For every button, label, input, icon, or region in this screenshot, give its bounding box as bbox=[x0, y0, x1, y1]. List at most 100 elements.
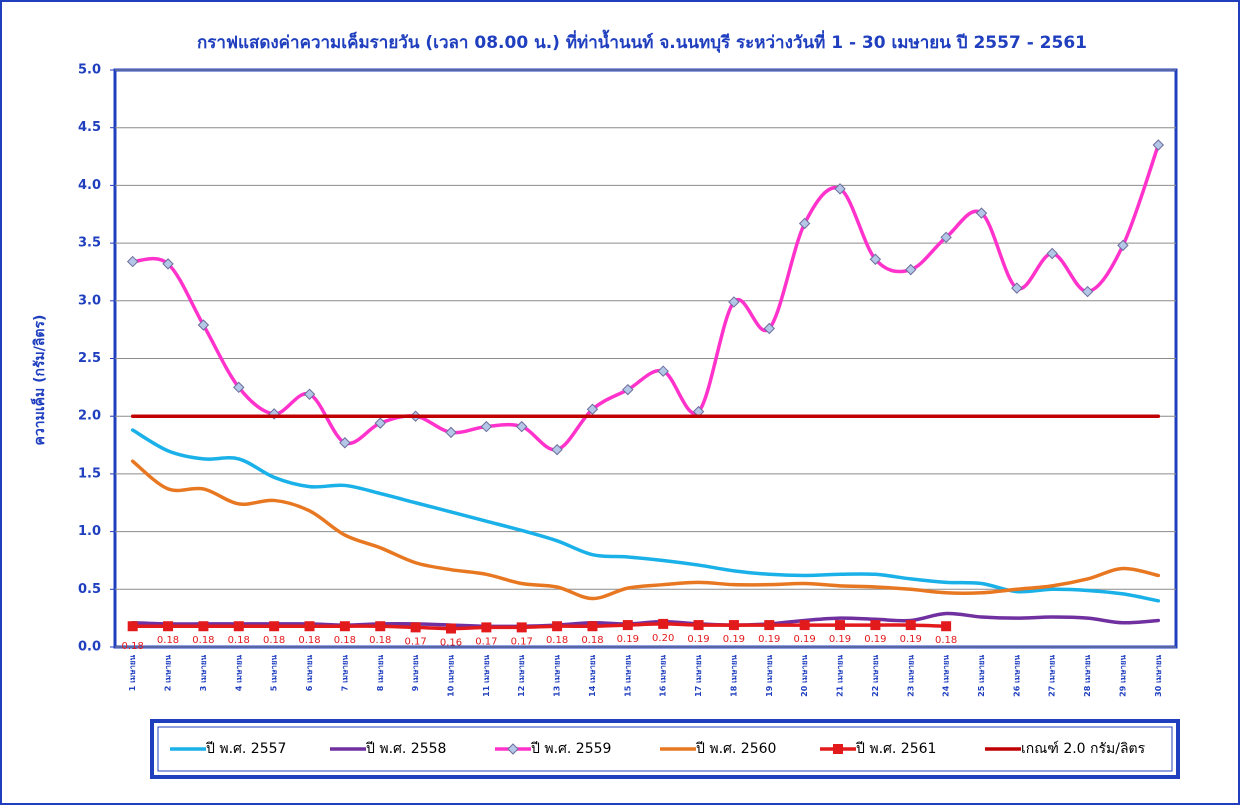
point-marker bbox=[622, 383, 634, 396]
series-line bbox=[130, 428, 1161, 603]
point-marker bbox=[622, 620, 633, 631]
data-label: 0.18 bbox=[263, 635, 285, 646]
data-label: 0.17 bbox=[475, 636, 497, 647]
point-marker bbox=[375, 621, 386, 632]
data-label: 0.20 bbox=[652, 633, 674, 644]
point-marker bbox=[339, 437, 351, 449]
point-marker bbox=[658, 618, 669, 629]
point-marker bbox=[586, 403, 599, 415]
x-tick-label: 8 เมษายน bbox=[376, 654, 385, 691]
data-label: 0.18 bbox=[369, 635, 391, 646]
data-label: 0.17 bbox=[511, 636, 533, 647]
point-marker bbox=[728, 296, 740, 308]
x-tick-label: 3 เมษายน bbox=[199, 654, 208, 691]
point-marker bbox=[162, 258, 174, 270]
legend-label: ปี พ.ศ. 2561 bbox=[856, 741, 937, 757]
data-label: 0.18 bbox=[334, 635, 356, 646]
point-marker bbox=[657, 365, 669, 377]
x-tick-label: 11 เมษายน bbox=[482, 654, 491, 696]
x-tick-label: 28 เมษายน bbox=[1083, 654, 1092, 696]
x-tick-label: 4 เมษายน bbox=[234, 654, 243, 691]
x-tick-label: 27 เมษายน bbox=[1048, 654, 1057, 696]
point-marker bbox=[126, 255, 139, 268]
y-tick-label: 0.5 bbox=[78, 582, 101, 597]
data-label: 0.19 bbox=[829, 634, 851, 645]
point-marker bbox=[941, 621, 952, 632]
x-tick-label: 14 เมษายน bbox=[588, 654, 597, 696]
x-tick-label: 20 เมษายน bbox=[800, 654, 809, 696]
y-tick-label: 1.0 bbox=[78, 524, 101, 539]
y-tick-label: 3.5 bbox=[78, 236, 101, 251]
data-label: 0.18 bbox=[122, 641, 144, 652]
point-marker bbox=[763, 322, 775, 335]
y-tick-label: 1.5 bbox=[78, 466, 101, 481]
point-marker bbox=[940, 231, 952, 244]
x-tick-label: 22 เมษายน bbox=[871, 654, 880, 696]
point-marker bbox=[870, 620, 881, 631]
x-tick-label: 2 เมษายน bbox=[164, 654, 173, 691]
point-marker bbox=[869, 253, 882, 265]
point-marker bbox=[304, 621, 315, 632]
point-marker bbox=[303, 388, 316, 400]
x-tick-label: 13 เมษายน bbox=[553, 654, 562, 696]
point-marker bbox=[410, 622, 421, 633]
x-tick-label: 16 เมษายน bbox=[659, 654, 668, 696]
point-marker bbox=[552, 621, 563, 632]
x-tick-label: 24 เมษายน bbox=[942, 654, 951, 696]
x-tick-label: 21 เมษายน bbox=[836, 654, 845, 696]
x-tick-label: 12 เมษายน bbox=[517, 654, 526, 696]
x-tick-label: 15 เมษายน bbox=[623, 654, 632, 696]
y-tick-label: 3.0 bbox=[78, 293, 101, 308]
x-tick-label: 29 เมษายน bbox=[1118, 654, 1127, 696]
legend-marker bbox=[507, 743, 519, 755]
x-tick-label: 6 เมษายน bbox=[305, 654, 314, 691]
point-marker bbox=[197, 319, 210, 331]
point-marker bbox=[1117, 239, 1129, 252]
data-label: 0.19 bbox=[723, 634, 745, 645]
y-tick-label: 5.0 bbox=[78, 63, 101, 78]
point-marker bbox=[233, 381, 245, 394]
point-marker bbox=[445, 426, 457, 439]
y-tick-label: 4.5 bbox=[78, 120, 101, 135]
point-marker bbox=[799, 620, 810, 631]
data-label: 0.17 bbox=[404, 636, 426, 647]
data-label: 0.19 bbox=[687, 634, 709, 645]
legend-label: ปี พ.ศ. 2559 bbox=[531, 741, 612, 757]
point-marker bbox=[905, 620, 916, 631]
data-label: 0.19 bbox=[864, 634, 886, 645]
chart-title: กราฟแสดงค่าความเค็มรายวัน (เวลา 08.00 น.… bbox=[197, 29, 1087, 53]
data-label: 0.18 bbox=[157, 635, 179, 646]
legend-label: ปี พ.ศ. 2557 bbox=[206, 741, 287, 757]
point-marker bbox=[198, 621, 209, 632]
point-marker bbox=[269, 621, 280, 632]
data-label: 0.18 bbox=[581, 635, 603, 646]
data-label: 0.18 bbox=[546, 635, 568, 646]
point-marker bbox=[587, 621, 598, 632]
x-tick-label: 7 เมษายน bbox=[340, 654, 349, 691]
point-marker bbox=[1011, 282, 1023, 294]
y-tick-label: 0.0 bbox=[78, 640, 101, 655]
x-tick-label: 18 เมษายน bbox=[729, 654, 738, 696]
data-label: 0.16 bbox=[440, 638, 462, 649]
point-marker bbox=[516, 622, 527, 633]
x-tick-label: 19 เมษายน bbox=[765, 654, 774, 696]
y-tick-label: 2.5 bbox=[78, 351, 101, 366]
data-label: 0.19 bbox=[794, 634, 816, 645]
point-marker bbox=[834, 183, 846, 195]
point-marker bbox=[445, 623, 456, 634]
data-label: 0.18 bbox=[228, 635, 250, 646]
data-label: 0.18 bbox=[935, 635, 957, 646]
x-tick-label: 9 เมษายน bbox=[411, 654, 420, 691]
x-tick-label: 25 เมษายน bbox=[977, 654, 986, 696]
point-marker bbox=[481, 622, 492, 633]
point-marker bbox=[1046, 247, 1058, 260]
x-tick-label: 30 เมษายน bbox=[1154, 654, 1163, 696]
x-tick-label: 10 เมษายน bbox=[446, 654, 455, 696]
y-tick-label: 2.0 bbox=[78, 409, 101, 424]
y-tick-label: 4.0 bbox=[78, 178, 101, 193]
x-tick-label: 23 เมษายน bbox=[906, 654, 915, 696]
point-marker bbox=[480, 420, 493, 433]
point-marker bbox=[339, 621, 350, 632]
point-marker bbox=[163, 621, 174, 632]
